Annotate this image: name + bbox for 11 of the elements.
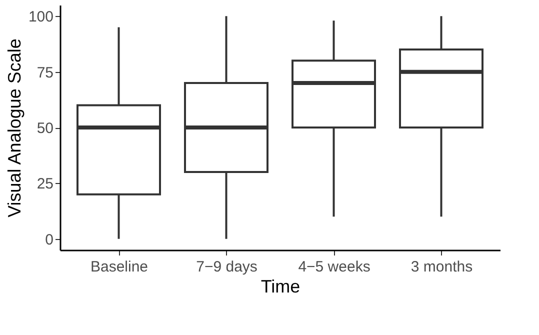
x-tick-label: 4−5 weeks (298, 258, 370, 276)
y-tick-label: 75 (36, 64, 54, 82)
x-tick-label: Baseline (90, 258, 148, 276)
y-axis-title: Visual Analogue Scale (4, 38, 24, 218)
y-tick-label: 100 (28, 8, 54, 26)
y-tick-label: 25 (36, 176, 54, 193)
y-tick-label: 50 (36, 120, 54, 137)
x-tick-label: 3 months (410, 258, 473, 276)
x-axis-title: Time (260, 276, 300, 296)
x-tick-label: 7−9 days (196, 258, 258, 276)
y-tick-label: 0 (45, 231, 54, 248)
